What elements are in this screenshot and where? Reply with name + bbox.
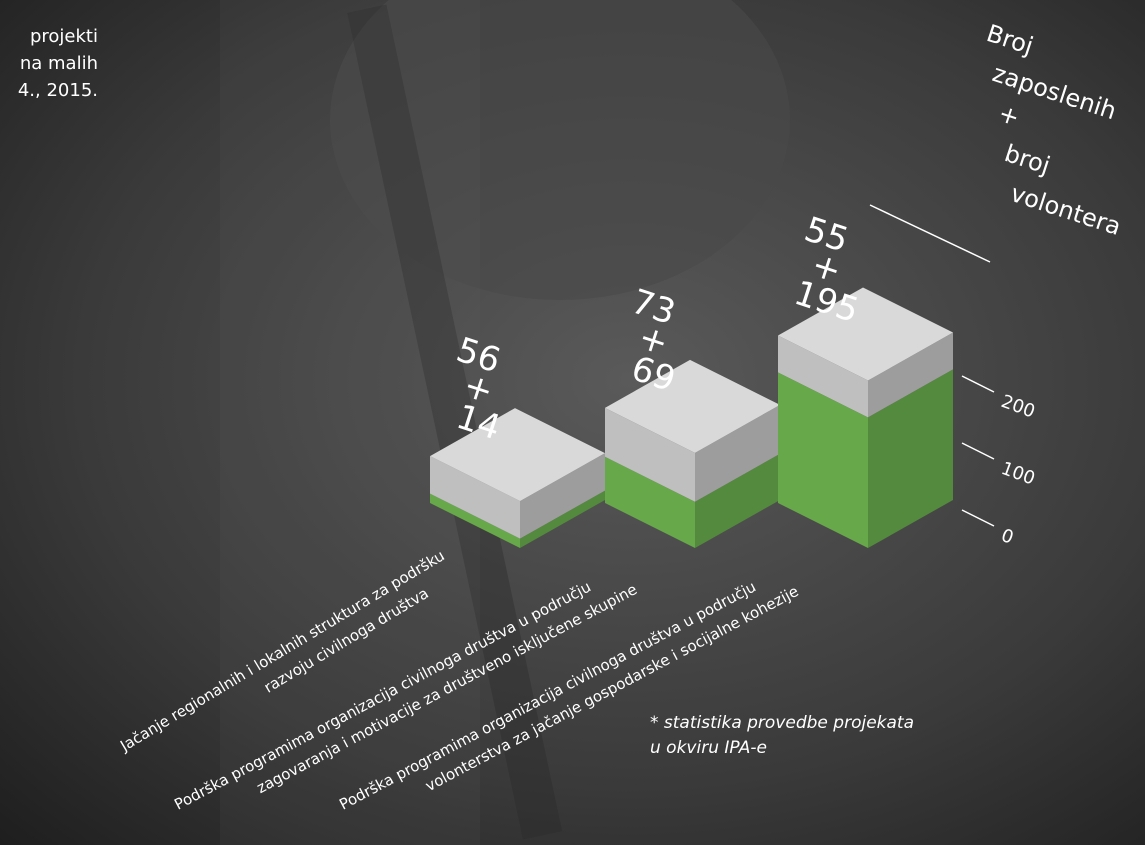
y-tick [961, 442, 995, 460]
bar-left-face [605, 407, 695, 502]
bar-left-face [778, 335, 868, 418]
bar-right-face [868, 369, 953, 548]
intro-text: na malih [20, 53, 98, 74]
y-tick [961, 509, 995, 527]
bar-right-face [520, 490, 605, 548]
intro-text: projekti [30, 26, 98, 47]
y-tick [961, 375, 995, 393]
bar-right-face [520, 453, 605, 539]
axis-line [869, 204, 991, 263]
bar-left-face [430, 456, 520, 539]
photo-panel [220, 0, 480, 845]
photo-strap [347, 4, 563, 840]
photo-shape [330, 0, 790, 300]
bar-left-face [778, 372, 868, 548]
bar-left-face [605, 456, 695, 548]
footnote: u okviru IPA-e [650, 738, 767, 758]
intro-text: 4., 2015. [18, 80, 98, 101]
bar-top-face [605, 359, 780, 453]
bar-top-face [430, 408, 605, 502]
bar-right-face [695, 404, 780, 502]
bar-top-face [778, 287, 953, 381]
footnote: * statistika provedbe projekata [650, 713, 914, 733]
bar-right-face [868, 332, 953, 418]
bar-right-face [695, 453, 780, 548]
bar-left-face [430, 493, 520, 548]
